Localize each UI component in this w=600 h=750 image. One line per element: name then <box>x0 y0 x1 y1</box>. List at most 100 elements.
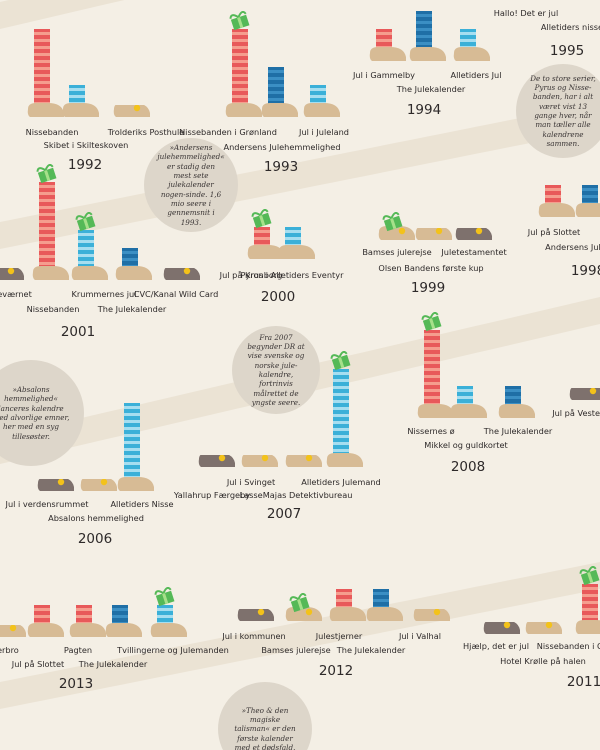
year-label: 1995 <box>549 43 585 59</box>
year-label: 1992 <box>67 157 103 173</box>
year-label: 1998 <box>570 263 600 279</box>
title-label: Skibet i Skilteskoven <box>43 140 129 150</box>
slipper-mark <box>413 609 450 621</box>
year-label: 1993 <box>263 159 299 175</box>
title-label: Nissebanden i Grønland <box>179 127 277 137</box>
slipper-mark <box>163 268 200 280</box>
slipper-mark <box>415 228 452 240</box>
stocking-mark <box>417 312 454 418</box>
stocking-mark <box>62 85 99 117</box>
title-label: Jul i verdensrummet <box>5 499 89 509</box>
annotation-text: »Theo & den magiske talisman« er den før… <box>234 705 296 750</box>
stocking-mark <box>369 29 406 61</box>
stocking-mark <box>115 248 152 280</box>
stocking-mark <box>27 605 64 637</box>
title-label: Pagten <box>63 645 93 655</box>
title-label: Jul i Valhal <box>398 631 442 641</box>
slipper-mark <box>198 455 235 467</box>
title-label: Jul på Slottet <box>527 227 581 237</box>
stocking-mark <box>247 209 284 259</box>
year-label: 1994 <box>406 102 442 118</box>
title-label: Absalons hemmelighed <box>48 513 144 523</box>
slipper-mark <box>285 455 322 467</box>
title-label: Jul i Juleland <box>299 127 349 137</box>
stocking-mark <box>453 29 490 61</box>
year-label: 2006 <box>77 531 113 547</box>
title-label: The Julekalender <box>336 645 406 655</box>
annotation-bubble: »Andersens julehemmelighed« er stadig de… <box>144 138 238 232</box>
annotation-bubble: Fra 2007 begynder DR at vise svenske og … <box>232 326 320 414</box>
title-label: Pyrus i Alletiders Eventyr <box>240 270 344 280</box>
annotation-text: Fra 2007 begynder DR at vise svenske og … <box>247 332 305 408</box>
year-label: 2013 <box>58 676 94 692</box>
title-label: Alletiders nisse <box>540 22 600 32</box>
stocking-mark <box>326 351 363 467</box>
annotation-text: »Absalons hemmelighed« lanceres kalendre… <box>0 384 70 441</box>
title-label: Jul på Veste... <box>552 408 600 418</box>
stocking-mark <box>498 386 535 418</box>
stocking-mark <box>105 605 142 637</box>
stocking-mark <box>117 403 154 491</box>
title-label: Nissernes ø <box>407 426 455 436</box>
slipper-mark <box>113 105 150 117</box>
stocking-mark <box>575 185 600 217</box>
stocking-mark <box>329 589 366 621</box>
slipper-mark <box>0 268 24 280</box>
title-label: LasseMajas Detektivbureau <box>239 490 353 500</box>
title-label: Bamses julerejse <box>261 645 331 655</box>
title-label: Trolderiks Posthule <box>107 127 185 137</box>
title-label: Jul i kommunen <box>222 631 286 641</box>
title-label: Nissebanden <box>26 304 80 314</box>
slipper-mark <box>483 622 520 634</box>
slipper-mark <box>569 388 600 400</box>
title-label: Alletiders Nisse <box>110 499 174 509</box>
title-label: Juletestamentet <box>441 247 507 257</box>
title-label: Alletiders Jul <box>450 70 502 80</box>
title-label: The Julekalender <box>396 84 466 94</box>
title-label: Alletiders Julemand <box>301 477 381 487</box>
annotation-bubble: »Absalons hemmelighed« lanceres kalendre… <box>0 360 84 466</box>
year-label: 2012 <box>318 663 354 679</box>
stocking-mark <box>278 227 315 259</box>
title-label: Yallahrup Færgeby <box>173 490 251 500</box>
stocking-mark <box>71 212 108 280</box>
year-label: 2001 <box>60 324 96 340</box>
title-label: Andersens Julehemmelighed <box>223 142 341 152</box>
title-label: Nissebanden i G... <box>536 641 600 651</box>
slipper-mark <box>37 479 74 491</box>
stocking-mark <box>409 11 446 61</box>
title-label: Mikkel og guldkortet <box>424 440 508 450</box>
year-label: 2000 <box>260 289 296 305</box>
title-label: Krummernes jul <box>71 289 137 299</box>
stocking-mark <box>69 605 106 637</box>
title-label: Bamses julerejse <box>362 247 432 257</box>
title-label: ...neværnet <box>0 289 32 299</box>
title-label: The Julekalender <box>483 426 553 436</box>
stocking-mark <box>27 29 64 117</box>
title-label: The Julekalender <box>97 304 167 314</box>
slipper-mark <box>237 609 274 621</box>
title-label: CVC/Kanal Wild Card <box>133 289 219 299</box>
slipper-mark <box>0 625 26 637</box>
title-label: Andersens Juleh... <box>545 242 600 252</box>
title-label: Tvillingerne og Julemanden <box>117 645 229 655</box>
stocking-mark <box>303 85 340 117</box>
slipper-mark <box>285 593 322 621</box>
annotation-bubble: De to store serier, Pyrus og Nisse-bande… <box>516 64 600 158</box>
stocking-mark <box>538 185 575 217</box>
slipper-mark <box>80 479 117 491</box>
slipper-mark <box>378 212 415 240</box>
stocking-mark <box>261 67 298 117</box>
zigzag-band <box>0 0 125 30</box>
year-label: 2007 <box>266 506 302 522</box>
slipper-mark <box>241 455 278 467</box>
year-label: 1999 <box>410 280 446 296</box>
stocking-mark <box>150 587 187 637</box>
slipper-mark <box>525 622 562 634</box>
stocking-mark <box>450 386 487 418</box>
annotation-bubble: »Theo & den magiske talisman« er den før… <box>218 682 312 750</box>
zigzag-band <box>0 101 600 250</box>
title-label: Hjælp, det er jul <box>463 641 529 651</box>
